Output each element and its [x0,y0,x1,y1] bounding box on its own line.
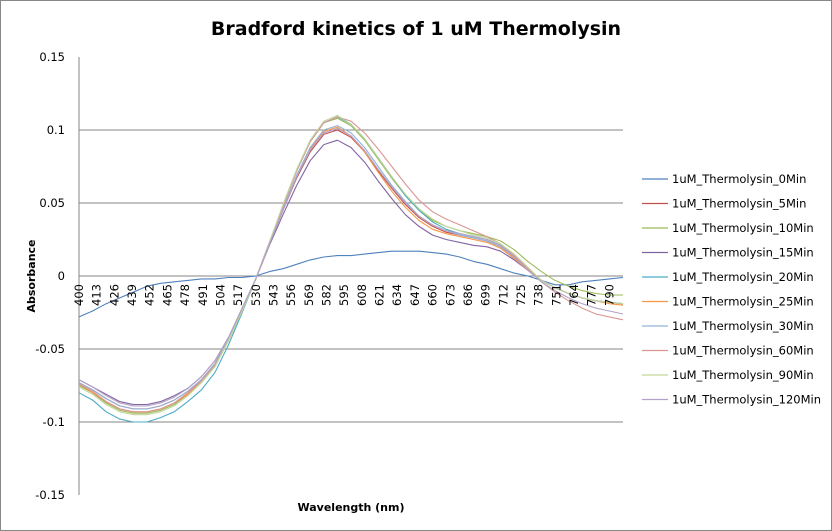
x-tick-label: 621 [373,284,387,306]
x-tick-label: 517 [231,284,245,306]
legend-item: 1uM_Thermolysin_5Min [642,197,806,211]
y-axis-label: Absorbance [25,239,38,312]
x-tick-label: 413 [90,284,104,306]
y-tick-label: -0.05 [35,342,65,356]
y-tick-label: 0 [58,269,65,283]
series-line-0 [78,250,624,318]
x-tick-label: 699 [479,284,493,306]
legend-item: 1uM_Thermolysin_15Min [642,246,814,260]
x-tick-label: 504 [213,284,227,306]
x-tick-label: 465 [160,284,174,306]
x-tick-label: 790 [602,284,616,306]
legend-label: 1uM_Thermolysin_0Min [672,172,806,186]
series-line-4 [78,116,624,423]
series-line-3 [78,139,624,406]
legend-item: 1uM_Thermolysin_120Min [642,393,821,407]
x-tick-label: 660 [426,284,440,306]
y-axis-ticks: 0.15 0.1 0.05 0 -0.05 -0.1 -0.15 [35,50,65,502]
x-tick-label: 608 [355,284,369,306]
x-tick-label: 582 [320,284,334,306]
x-tick-label: 595 [337,284,351,306]
legend-label: 1uM_Thermolysin_20Min [672,270,814,284]
legend-item: 1uM_Thermolysin_60Min [642,344,814,358]
x-axis-ticks: 400 413 426 439 452 465 478 491 504 517 530 543 556 5… [72,284,616,306]
x-tick-label: 725 [514,284,528,306]
legend-item: 1uM_Thermolysin_90Min [642,368,814,382]
x-tick-label: 673 [443,284,457,306]
x-axis-label: Wavelength (nm) [298,501,405,514]
series-line-6 [78,125,624,410]
legend-label: 1uM_Thermolysin_5Min [672,197,806,211]
gridlines [78,57,623,495]
legend-label: 1uM_Thermolysin_25Min [672,295,814,309]
legend-label: 1uM_Thermolysin_15Min [672,246,814,260]
x-tick-label: 751 [549,284,563,306]
series-line-7 [78,116,624,413]
series-line-9 [78,127,624,407]
x-tick-label: 764 [567,284,581,306]
series-line-5 [78,126,624,413]
series-line-1 [78,129,624,410]
legend-label: 1uM_Thermolysin_60Min [672,344,814,358]
x-tick-label: 491 [196,284,210,306]
y-tick-label: 0.15 [39,50,65,64]
legend-label: 1uM_Thermolysin_30Min [672,319,814,333]
legend-item: 1uM_Thermolysin_0Min [642,172,806,186]
x-tick-label: 712 [496,284,510,306]
x-tick-label: 439 [125,284,139,306]
legend-item: 1uM_Thermolysin_20Min [642,270,814,284]
series-lines [78,114,624,423]
x-tick-label: 543 [267,284,281,306]
series-line-8 [78,114,624,416]
x-tick-label: 777 [585,284,599,306]
legend: 1uM_Thermolysin_0Min 1uM_Thermolysin_5Min… [642,172,821,407]
x-tick-label: 569 [302,284,316,306]
x-tick-label: 686 [461,284,475,306]
legend-label: 1uM_Thermolysin_120Min [672,393,821,407]
y-tick-label: 0.05 [39,196,65,210]
x-tick-label: 400 [72,284,86,306]
x-tick-label: 647 [408,284,422,306]
legend-item: 1uM_Thermolysin_30Min [642,319,814,333]
y-tick-label: -0.15 [35,488,65,502]
legend-item: 1uM_Thermolysin_25Min [642,295,814,309]
y-tick-label: -0.1 [43,415,65,429]
series-line-2 [78,117,623,414]
chart-title: Bradford kinetics of 1 uM Thermolysin [211,18,621,40]
x-tick-label: 634 [390,284,404,306]
y-tick-label: 0.1 [47,123,65,137]
legend-label: 1uM_Thermolysin_10Min [672,221,814,235]
x-tick-label: 452 [143,284,157,306]
legend-item: 1uM_Thermolysin_10Min [642,221,814,235]
x-tick-label: 426 [107,284,121,306]
legend-label: 1uM_Thermolysin_90Min [672,368,814,382]
x-tick-label: 556 [284,284,298,306]
x-tick-label: 478 [178,284,192,306]
x-tick-label: 530 [249,284,263,306]
x-tick-label: 738 [532,284,546,306]
